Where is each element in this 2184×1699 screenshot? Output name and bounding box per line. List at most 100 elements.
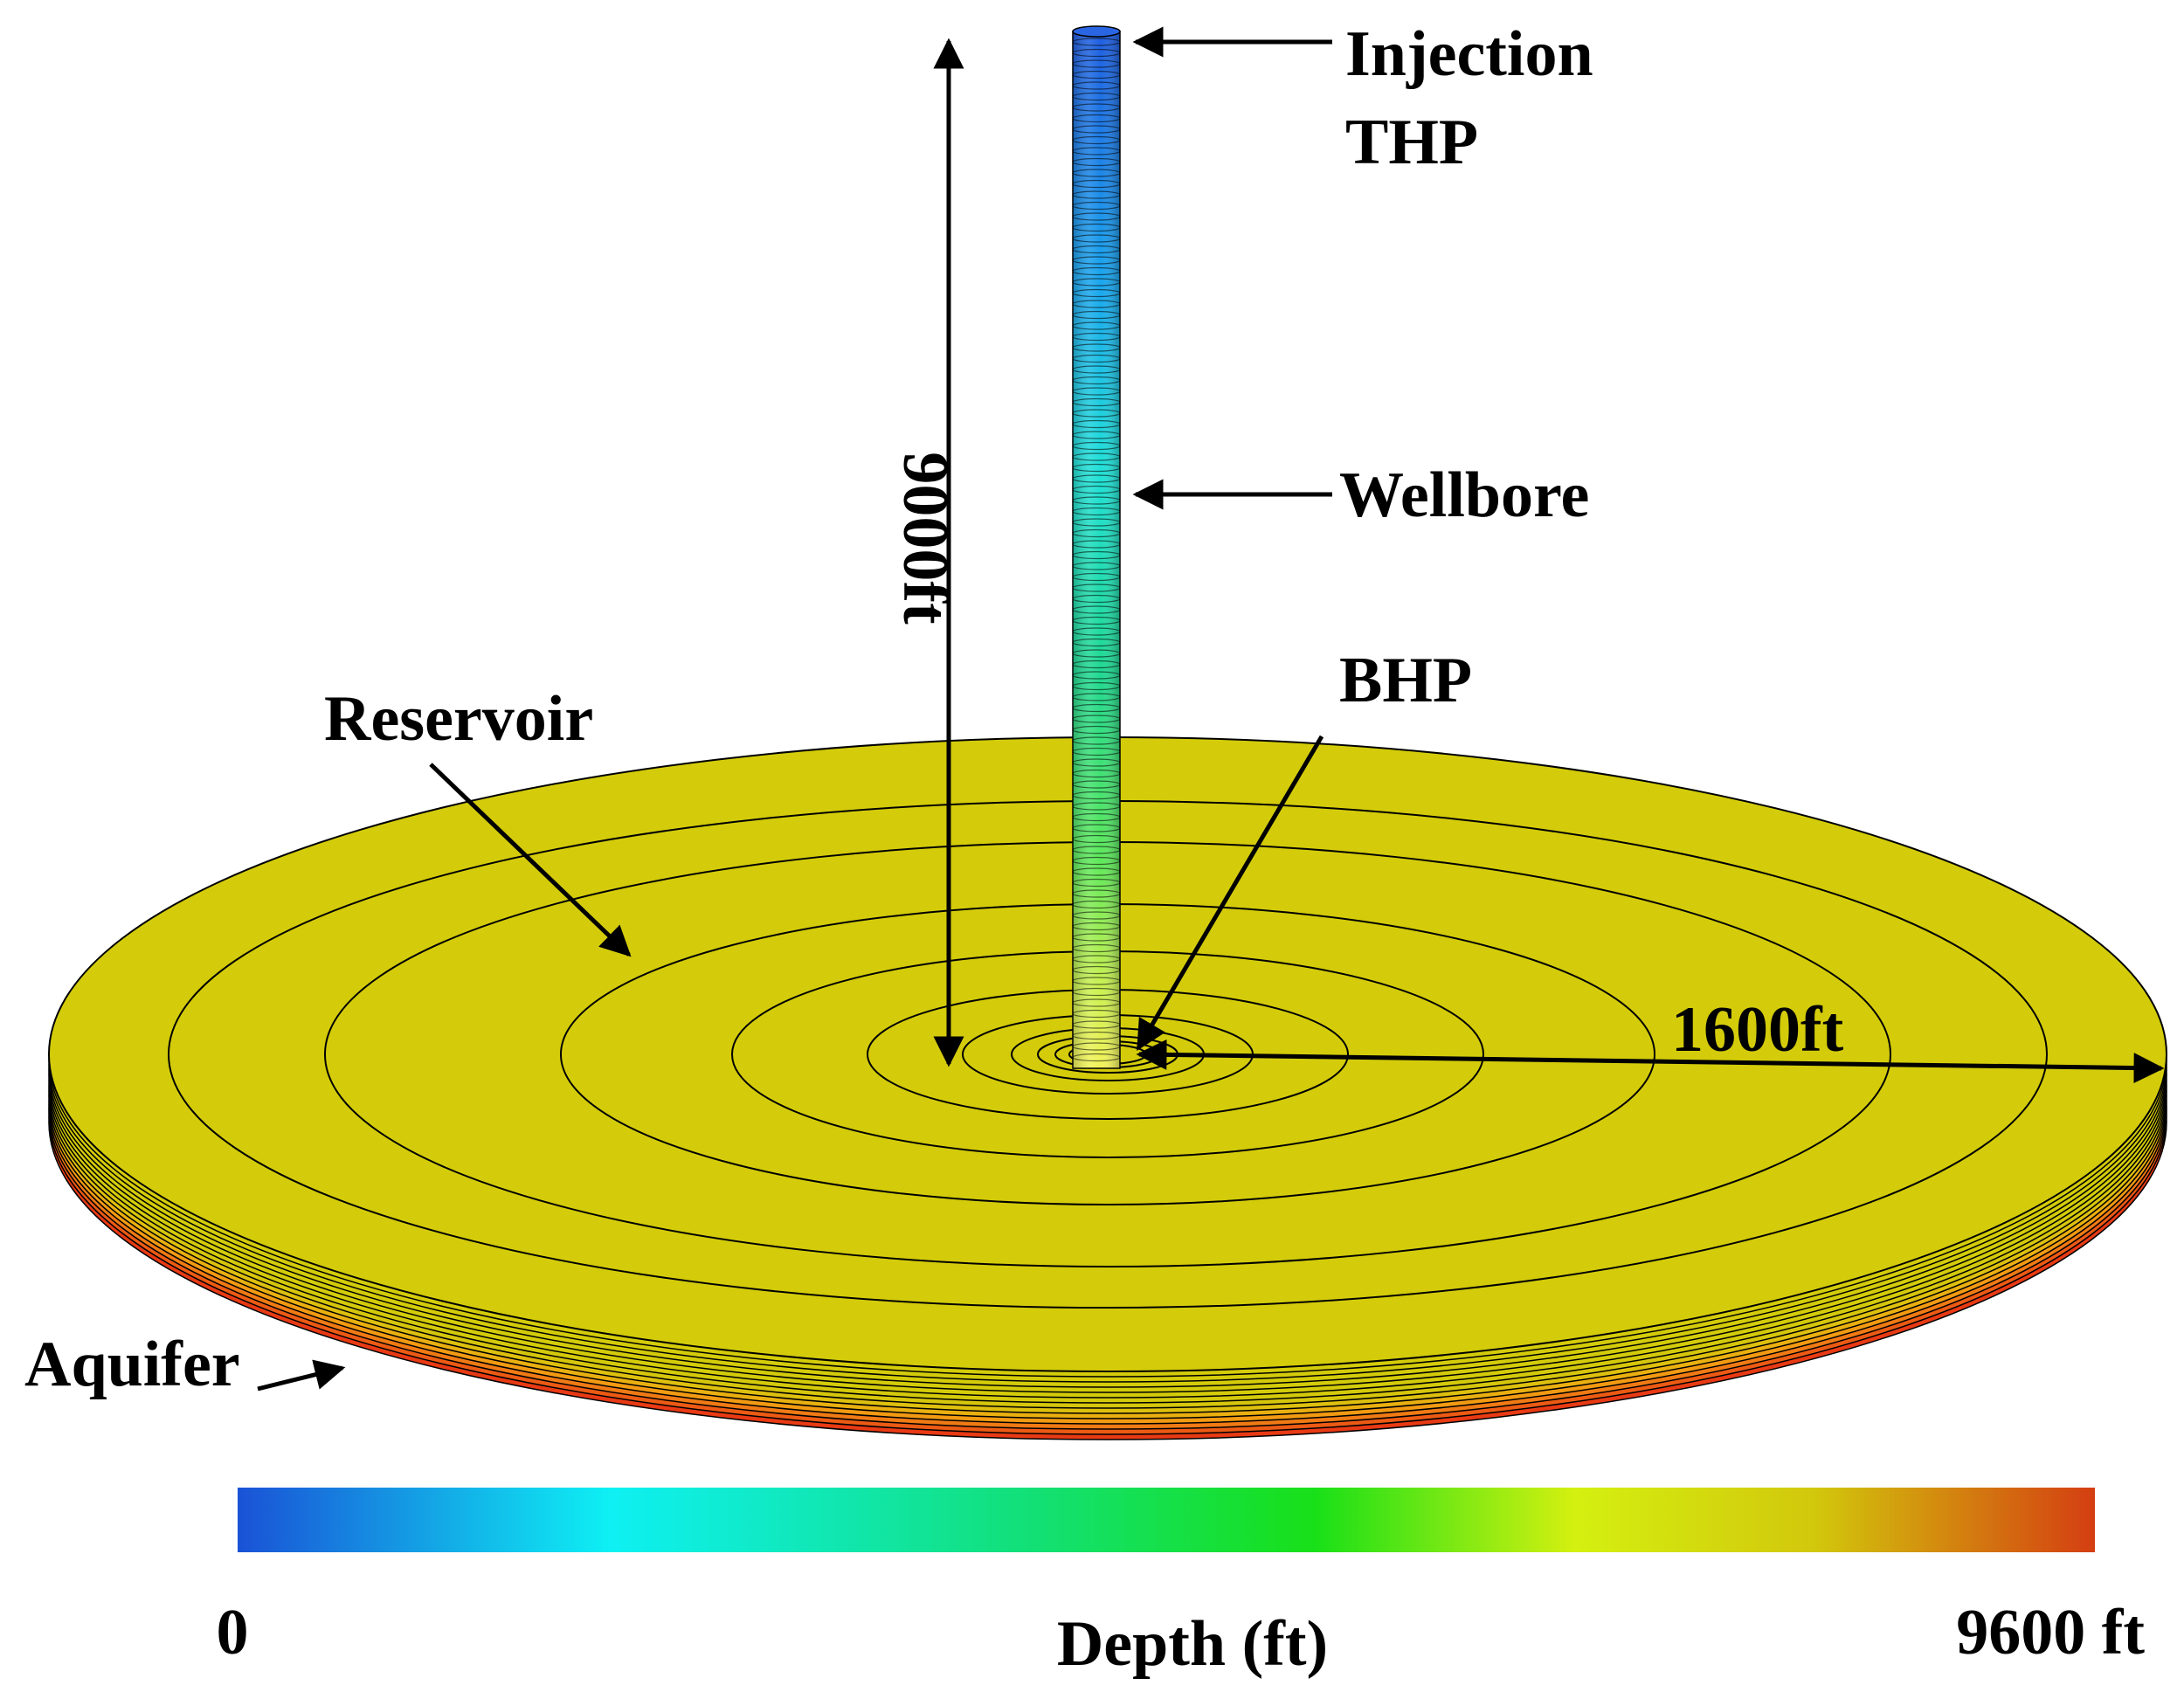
- wellbore-segment-ring: [1073, 135, 1120, 145]
- wellbore-segment-ring: [1073, 397, 1120, 407]
- annotation-arrows: [257, 26, 2165, 1392]
- wellbore-segment-ring: [1073, 245, 1120, 254]
- wellbore-segment-ring: [1073, 365, 1120, 374]
- wellbore-segment-ring: [1073, 911, 1120, 920]
- wellbore-segment-ring: [1073, 463, 1120, 473]
- injection-label: Injection: [1345, 18, 1593, 90]
- wellbore-segment-ring: [1073, 627, 1120, 636]
- wellbore-segment-ring: [1073, 179, 1120, 189]
- wellbore-segment-ring: [1073, 310, 1120, 320]
- bhp-arrow: [1136, 735, 1324, 1052]
- wellbore-segment-ring: [1073, 278, 1120, 287]
- wellbore-segment-ring: [1073, 190, 1120, 199]
- wellbore-segment-ring: [1073, 288, 1120, 298]
- wellbore-segment-ring: [1073, 693, 1120, 701]
- wellbore-segment-ring: [1073, 419, 1120, 429]
- wellbore-segment-ring: [1073, 900, 1120, 909]
- wellbore-segment-ring: [1073, 943, 1120, 953]
- wellbore-segment-ring: [1073, 1031, 1120, 1040]
- wellbore-segment-ring: [1073, 266, 1120, 276]
- wellbore-segment-ring: [1073, 81, 1120, 90]
- wellbore-segment-ring: [1073, 802, 1120, 811]
- wellbore-segment-ring: [1073, 856, 1120, 866]
- reservoir-arrow: [429, 763, 632, 957]
- wellbore-segment-ring: [1073, 791, 1120, 800]
- colorbar-max-label: 9600 ft: [1956, 1597, 2145, 1668]
- colorbar-gradient: [238, 1488, 2095, 1552]
- radius-label: 1600ft: [1671, 994, 1844, 1066]
- aquifer-arrow: [257, 1359, 346, 1392]
- wellbore-segment-ring: [1073, 681, 1120, 691]
- reservoir-label: Reservoir: [324, 683, 593, 755]
- wellbore-segment-ring: [1073, 1053, 1120, 1062]
- thp-label: THP: [1345, 107, 1478, 178]
- wellbore-segment-ring: [1073, 824, 1120, 832]
- wellbore-segment-ring: [1073, 955, 1120, 963]
- wellbore-segment-ring: [1073, 846, 1120, 854]
- wellbore-segment-ring: [1073, 616, 1120, 625]
- labels: Injection THP Wellbore BHP Reservoir Aqu…: [24, 18, 1844, 1400]
- wellbore-segment-ring: [1073, 114, 1120, 123]
- wellbore-label: Wellbore: [1339, 459, 1589, 531]
- wellbore-segment-ring: [1073, 780, 1120, 789]
- wellbore-segment-ring: [1073, 550, 1120, 560]
- wellbore-segment-ring: [1073, 540, 1120, 549]
- wellbore-segment-ring: [1073, 594, 1120, 604]
- wellbore-segment-ring: [1073, 758, 1120, 767]
- wellbore-segment-ring: [1073, 343, 1120, 352]
- wellbore-segment-ring: [1073, 834, 1120, 844]
- wellbore-segment-ring: [1073, 933, 1120, 942]
- wellbore-segment-ring: [1073, 169, 1120, 177]
- wellbore-segment-ring: [1073, 562, 1120, 570]
- wellbore-segment-ring: [1073, 660, 1120, 669]
- wellbore-segment-ring: [1073, 671, 1120, 680]
- bhp-label: BHP: [1339, 645, 1472, 716]
- wellbore-segment-ring: [1073, 256, 1120, 265]
- wellbore-segment-ring: [1073, 1042, 1120, 1051]
- wellbore-segment-ring: [1073, 212, 1120, 221]
- wellbore-segment-ring: [1073, 736, 1120, 745]
- wellbore-segment-ring: [1073, 867, 1120, 876]
- wellbore-segment-ring: [1073, 518, 1120, 527]
- wellbore-segment-ring: [1073, 103, 1120, 112]
- wellbore-segment-ring: [1073, 812, 1120, 822]
- wellbore-segment-ring: [1073, 1020, 1120, 1029]
- colorbar-min-label: 0: [217, 1597, 249, 1668]
- wellbore-segment-ring: [1073, 92, 1120, 101]
- wellbore-segment-ring: [1073, 725, 1120, 735]
- wellbore-segment-ring: [1073, 38, 1120, 46]
- wellbore-segment-ring: [1073, 747, 1120, 756]
- colorbar-title: Depth (ft): [1057, 1608, 1328, 1680]
- wellbore-segment-ring: [1073, 638, 1120, 647]
- wellbore-segment-ring: [1073, 431, 1120, 439]
- wellbore-segment-ring: [1073, 59, 1120, 68]
- wellbore-segment-ring: [1073, 452, 1120, 461]
- wellbore-segment-ring: [1073, 157, 1120, 167]
- wellbore-column: [1072, 25, 1121, 1069]
- wellbore-segment-ring: [1073, 70, 1120, 79]
- wellbore-segment-ring: [1073, 354, 1120, 363]
- wellbore-segment-ring: [1073, 201, 1120, 211]
- wellbore-segment-ring: [1073, 496, 1120, 505]
- wellbore-segment-ring: [1073, 223, 1120, 232]
- wellbore-segment-ring: [1073, 572, 1120, 582]
- aquifer-label: Aquifer: [24, 1329, 240, 1400]
- wellbore-segment-ring: [1073, 965, 1120, 975]
- wellbore-segment-ring: [1073, 332, 1120, 342]
- wellbore-segment-ring: [1073, 584, 1120, 592]
- wellbore-segment-ring: [1073, 715, 1120, 723]
- wellbore-segment-ring: [1073, 474, 1120, 483]
- wellbore-segment-ring: [1073, 769, 1120, 778]
- wellbore-segment-ring: [1073, 528, 1120, 538]
- wellbore-segment-ring: [1073, 321, 1120, 330]
- wellbore-segment-ring: [1073, 703, 1120, 713]
- wellbore-segment-ring: [1073, 234, 1120, 243]
- wellbore-segment-ring: [1073, 441, 1120, 451]
- wellbore-segment-ring: [1073, 376, 1120, 385]
- wellbore-segment-ring: [1073, 922, 1120, 931]
- wellbore-segment-ring: [1073, 485, 1120, 494]
- radius-dimension-arrow: [1136, 1039, 2165, 1084]
- wellbore-segment-ring: [1073, 300, 1120, 308]
- wellbore-segment-ring: [1073, 1009, 1120, 1019]
- wellbore-segment-ring: [1073, 387, 1120, 396]
